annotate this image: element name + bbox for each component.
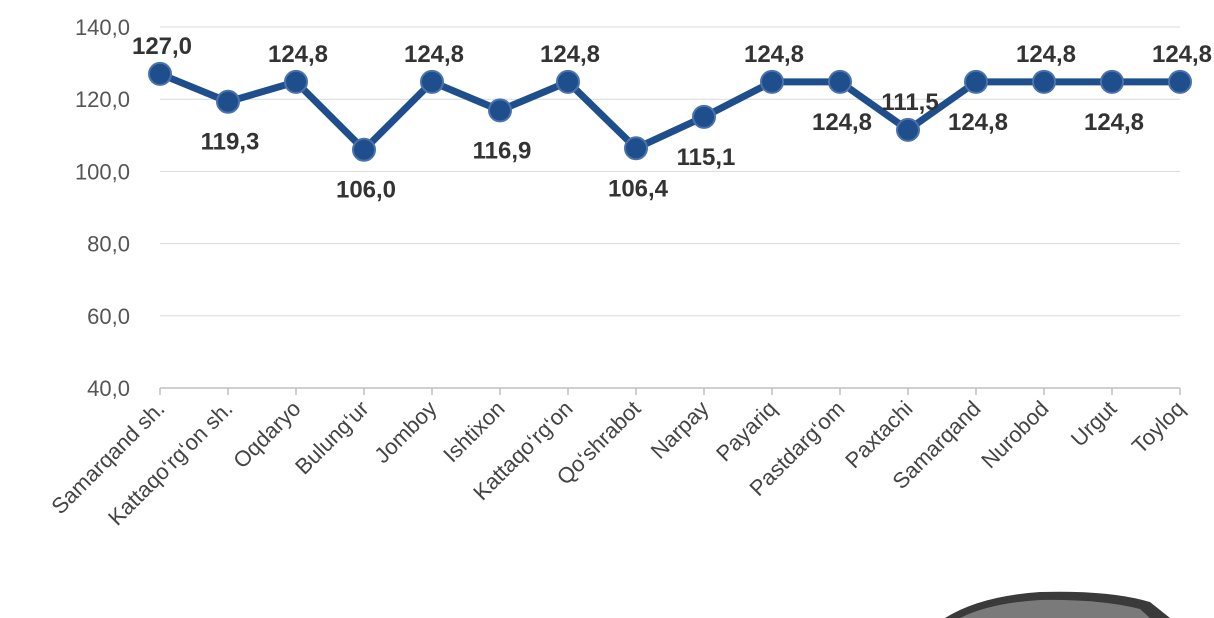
data-labels: 127,0 119,3 124,8 106,0 124,8 116,9 124,8 106,4…	[132, 33, 1212, 204]
data-label: 119,3	[201, 129, 260, 156]
data-point	[1168, 69, 1192, 94]
data-label: 124,8	[948, 109, 1008, 136]
data-point	[1100, 69, 1124, 94]
data-label: 106,0	[336, 177, 396, 204]
x-tick-label: Urgut	[1066, 396, 1122, 452]
x-axis	[159, 387, 1181, 395]
data-label: 124,8	[812, 109, 872, 136]
data-label: 124,8	[1152, 41, 1212, 68]
data-label: 115,1	[677, 144, 736, 171]
data-point	[352, 137, 376, 162]
data-point	[896, 117, 920, 142]
x-axis-tick-labels: Samarqand sh.Kattaqo‘rg‘on sh.OqdaryoBul…	[46, 396, 1189, 530]
y-tick-label: 140,0	[75, 15, 130, 40]
series-line	[158, 70, 1180, 154]
x-tick-label: Jomboy	[369, 396, 441, 468]
x-tick-label: Bulung‘ur	[290, 396, 373, 479]
y-axis-ticks: 40,0 60,0 80,0 100,0 120,0 140,0	[75, 15, 130, 401]
gridlines	[160, 26, 1180, 317]
x-tick-label: Narpay	[646, 396, 714, 464]
data-point	[284, 69, 308, 94]
data-label: 106,4	[608, 175, 669, 202]
data-point	[148, 61, 172, 86]
data-point	[1032, 69, 1056, 94]
data-label: 127,0	[132, 33, 192, 60]
x-tick-label: Samarqand sh.	[46, 396, 169, 519]
data-point	[828, 69, 852, 94]
y-tick-label: 80,0	[87, 232, 130, 257]
y-tick-label: 120,0	[75, 87, 130, 112]
data-point	[692, 104, 716, 129]
x-tick-label: Nurobod	[976, 396, 1053, 473]
data-label: 124,8	[404, 41, 464, 68]
data-point	[556, 69, 580, 94]
x-tick-label: Toyloq	[1127, 396, 1190, 459]
data-label: 116,9	[473, 137, 532, 164]
y-tick-label: 100,0	[75, 159, 130, 184]
data-label: 124,8	[268, 41, 328, 68]
data-point	[624, 136, 648, 161]
data-label: 124,8	[540, 41, 600, 68]
data-point	[964, 69, 988, 94]
data-point	[420, 69, 444, 94]
car-photo-fragment	[945, 591, 1170, 618]
y-tick-label: 40,0	[87, 376, 130, 401]
data-point	[488, 98, 512, 123]
x-tick-label: Kattaqo‘rg‘on sh.	[103, 396, 237, 530]
data-point	[760, 69, 784, 94]
y-tick-label: 60,0	[87, 304, 130, 329]
data-label: 124,8	[1084, 109, 1144, 136]
data-series	[148, 61, 1192, 162]
data-point	[216, 89, 240, 114]
data-label: 124,8	[744, 41, 804, 68]
data-label: 124,8	[1016, 41, 1076, 68]
data-label: 111,5	[881, 89, 938, 116]
